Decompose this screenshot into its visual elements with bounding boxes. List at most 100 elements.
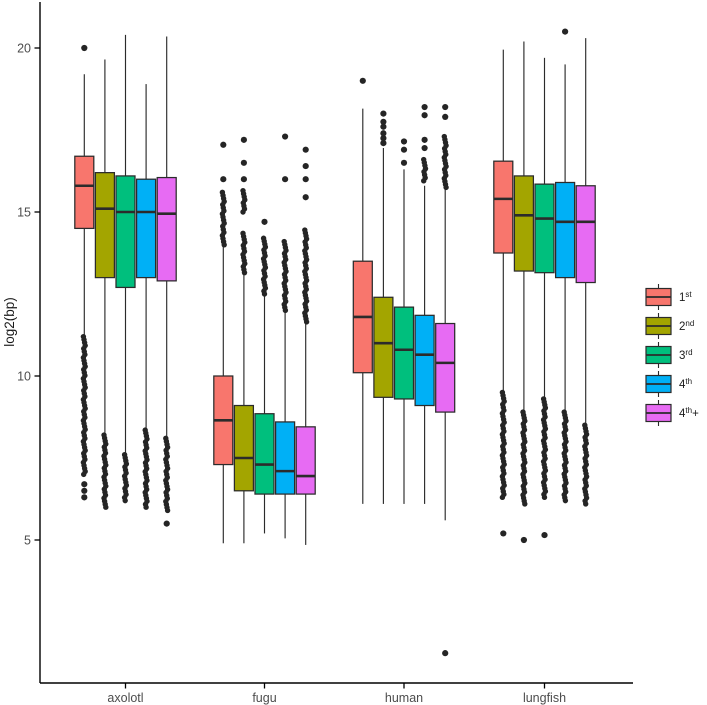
outlier-point [282,133,289,140]
outlier-point [81,471,87,478]
outlier-point [520,536,528,544]
outlier-point [282,176,289,183]
box-lungfish-4th+ [575,38,596,507]
legend-item-3rd: 3rd [645,342,693,368]
outlier-point [442,113,449,120]
legend-label: 4th [679,377,692,391]
outlier-point [81,481,88,488]
iqr-box [115,175,136,289]
outlier-point [261,218,268,225]
outlier-point [562,497,569,504]
outlier-point [240,159,247,166]
legend-item-4th: 4th [645,371,692,397]
legend-item-1st: 1st [645,284,692,310]
outlier-point [302,176,309,183]
outlier-point [380,110,387,117]
y-axis-title: log2(bp) [2,297,17,347]
outlier-point [562,28,569,35]
box-human-1st [352,77,373,504]
iqr-box [156,176,177,282]
outlier-point [103,504,109,510]
outlier-point [122,497,128,504]
iqr-box [233,404,255,492]
outlier-point [81,44,88,52]
box-axolotl-2nd [94,59,116,510]
outlier-point [282,307,289,314]
y-tick-label: 5 [24,534,31,548]
box-fugu-4th [274,133,296,539]
outlier-point [541,531,548,539]
box-human-4th+ [435,103,456,657]
box-axolotl-4th+ [156,36,177,527]
outlier-point [421,144,428,152]
iqr-box [534,183,555,274]
box-axolotl-1st [74,44,95,501]
outlier-point [220,176,227,183]
box-fugu-3rd [254,218,275,534]
box-fugu-4th+ [295,146,316,545]
outlier-point [303,319,310,325]
box-lungfish-2nd [513,41,535,544]
legend: 1st 2nd 3rd 4th 4th+ [645,284,699,426]
iqr-box [295,426,316,495]
outlier-point [442,103,449,111]
iqr-box [493,160,514,254]
iqr-box [373,296,394,398]
box-human-2nd [373,110,394,504]
outlier-point [380,130,387,137]
iqr-box [74,155,95,230]
iqr-box [414,314,435,407]
outlier-point [81,494,88,501]
outlier-point [241,269,248,276]
iqr-box [254,413,275,495]
x-tick-label-fugu: fugu [252,691,276,705]
outlier-point [240,136,247,143]
outlier-point [400,146,408,153]
x-tick-label-human: human [385,691,423,705]
outlier-point [163,520,170,527]
outlier-point [220,141,227,148]
outlier-point [380,135,387,142]
x-tick-label-axolotl: axolotl [107,691,143,705]
y-tick-label: 10 [17,370,31,384]
outlier-point [164,507,171,514]
box-axolotl-4th [135,84,157,510]
box-human-4th [414,103,435,504]
outlier-point [443,184,449,191]
outlier-point [302,146,309,153]
outlier-point [359,77,366,84]
outlier-point [240,209,246,215]
iqr-box [575,185,596,284]
outlier-point [583,501,589,507]
y-tick-label: 15 [17,206,31,220]
legend-label: 1st [679,290,692,304]
box-axolotl-3rd [115,34,136,504]
outlier-point [500,530,507,537]
outlier-point [442,650,449,657]
outlier-point [81,487,88,494]
iqr-box [94,172,116,279]
outlier-point [421,103,428,111]
outlier-point [421,136,428,143]
outlier-point [240,176,247,183]
y-tick-label: 20 [17,42,31,56]
outlier-point [421,112,428,119]
outlier-point [380,140,387,147]
box-human-3rd [393,138,415,504]
x-tick-label-lungfish: lungfish [523,691,566,705]
legend-item-4th+: 4th+ [645,400,699,426]
legend-label: 4th+ [679,406,699,420]
outlier-point [380,123,387,130]
outlier-point [400,138,408,145]
outlier-point [143,504,149,510]
legend-label: 3rd [679,348,693,362]
outlier-point [522,501,528,507]
outlier-point [302,162,309,170]
outlier-point [541,494,548,501]
box-fugu-2nd [233,136,255,544]
box-lungfish-3rd [534,57,555,539]
legend-item-2nd: 2nd [645,313,694,339]
outlier-point [400,159,408,166]
